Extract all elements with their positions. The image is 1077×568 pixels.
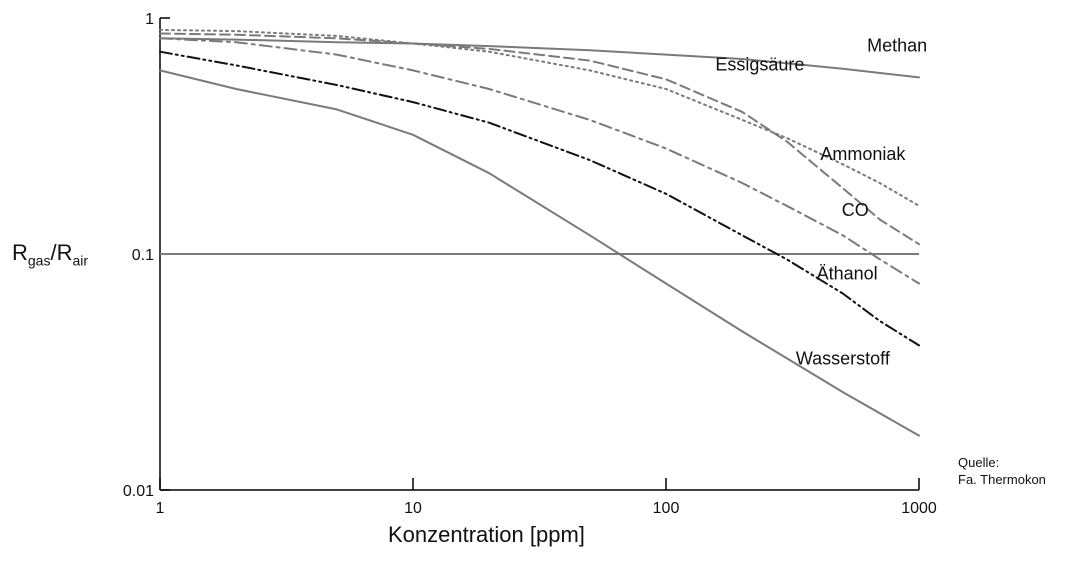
y-axis-label-main: R: [12, 240, 28, 265]
series-line-wasserstoff: [159, 69, 920, 437]
series-label-co: CO: [842, 200, 869, 220]
series-line-methan: [159, 37, 920, 79]
x-axis-label: Konzentration [ppm]: [388, 522, 585, 547]
x-tick-label: 1000: [901, 500, 937, 517]
series-label-ammoniak: Ammoniak: [820, 144, 906, 164]
y-tick-label: 0.01: [123, 483, 154, 500]
source-note: Quelle: Fa. Thermokon: [958, 454, 1046, 488]
series-line-co: [159, 37, 920, 285]
series-line-essigsäure: [159, 32, 920, 246]
x-tick-label: 100: [653, 500, 680, 517]
series-line-äthanol: [159, 50, 920, 347]
series-label-äthanol: Äthanol: [817, 263, 878, 283]
y-tick-label: 1: [145, 11, 154, 28]
y-axis-label-sep: /R: [50, 240, 73, 265]
source-line-2: Fa. Thermokon: [958, 472, 1046, 487]
series-line-ammoniak: [159, 28, 920, 207]
series-label-wasserstoff: Wasserstoff: [796, 349, 891, 369]
series-label-essigsäure: Essigsäure: [715, 54, 804, 74]
x-tick-label: 10: [404, 500, 422, 517]
series-label-methan: Methan: [867, 36, 927, 56]
y-axis-label-sub-gas: gas: [27, 252, 51, 269]
source-line-1: Quelle:: [958, 455, 1000, 470]
y-axis-label: Rgas/Rair: [12, 240, 88, 268]
y-axis-label-sub-air: air: [72, 252, 89, 269]
x-tick-label: 1: [156, 500, 165, 517]
y-tick-label: 0.1: [132, 247, 154, 264]
